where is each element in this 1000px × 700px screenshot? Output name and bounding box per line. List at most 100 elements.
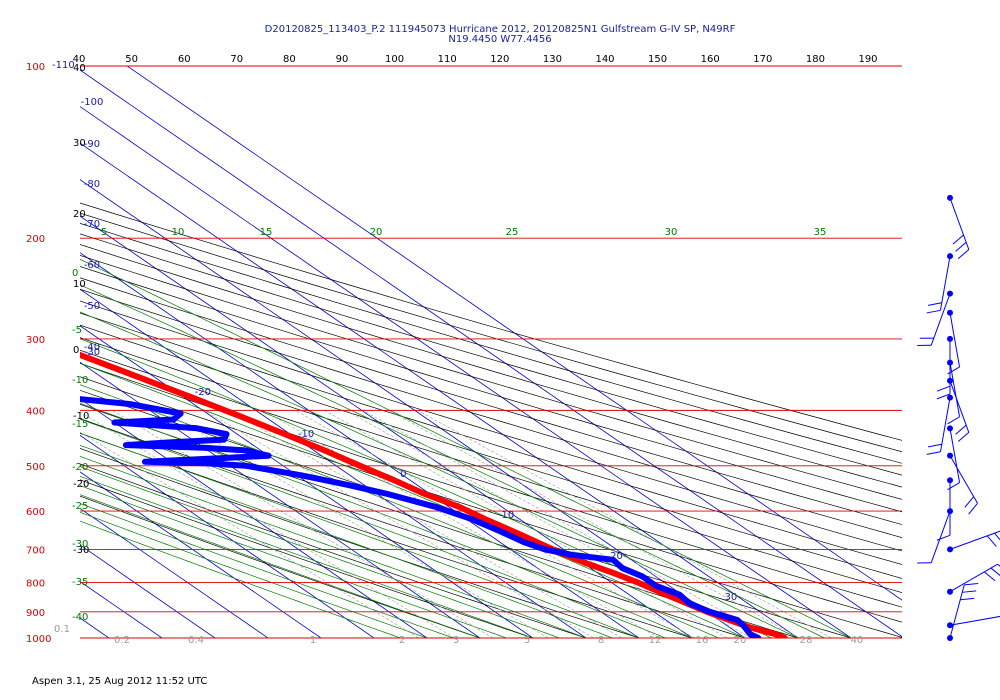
wind-barb-flag [947, 482, 960, 491]
dry-adiabat-line [80, 324, 902, 579]
wind-barb-flag [936, 393, 951, 400]
moist-adiabat-line [80, 362, 746, 638]
mixing-ratio-label: 0.1 [54, 624, 70, 635]
wind-barb-flag [962, 590, 977, 593]
moist-adiabat-line [80, 494, 481, 638]
wind-barb [947, 377, 970, 442]
mixing-ratio-line [262, 410, 659, 638]
wind-barb-flag [968, 502, 978, 515]
moist-adiabat-line [80, 475, 534, 638]
isotherm-label: 30 [724, 592, 737, 603]
isobar-label: 100 [26, 62, 45, 73]
wind-barb-flag [997, 563, 1000, 567]
wind-barb [947, 194, 970, 260]
dry-adiabat-line [80, 418, 746, 638]
isobar-label: 800 [26, 579, 45, 590]
top-temperature-tick: 160 [701, 54, 720, 65]
moist-adiabat-label: 25 [506, 227, 519, 238]
wind-barb [917, 508, 953, 564]
mixing-ratio-label: 2 [399, 635, 405, 646]
isotherm-line [80, 179, 746, 638]
isotherm-line [80, 507, 269, 638]
isotherm-label: -30 [84, 347, 100, 358]
wind-barb [936, 335, 953, 400]
dry-adiabat-line [80, 349, 902, 608]
wind-barb-flag [947, 366, 960, 375]
mixing-ratio-line [229, 410, 622, 638]
chart-title-line1: D20120825_113403_P.2 111945073 Hurricane… [264, 24, 736, 35]
wind-barb-flag [957, 249, 970, 260]
dry-adiabat-line [80, 448, 640, 638]
wind-barb-staff [949, 455, 978, 504]
left-dry-scale-label: 0 [73, 345, 79, 356]
left-moist-scale-label: -40 [72, 612, 88, 623]
mixing-ratio-label: 16 [696, 635, 709, 646]
mixing-ratio-label: 8 [598, 635, 604, 646]
moist-adiabat-line [80, 485, 507, 638]
wind-barb [947, 452, 978, 515]
isotherm-label: -50 [84, 301, 100, 312]
moist-adiabat-line [80, 402, 693, 638]
isotherm-line [80, 361, 481, 638]
left-dry-scale-label: 20 [73, 209, 86, 220]
wind-barb-staff [939, 397, 951, 452]
isobar-label: 1000 [26, 634, 51, 645]
dry-adiabat-line [80, 300, 902, 552]
top-temperature-tick: 80 [283, 54, 296, 65]
wind-barb-flag [990, 567, 1000, 577]
isotherm-line [80, 252, 640, 638]
moist-adiabat-line [80, 466, 560, 638]
wind-barb-staff [949, 530, 1000, 550]
left-dry-scale-label: -10 [73, 411, 89, 422]
moist-adiabat-line [80, 418, 666, 638]
dry-adiabat-line [80, 376, 902, 638]
left-moist-scale-label: -10 [72, 375, 88, 386]
mixing-ratio-line [203, 410, 594, 638]
isotherm-line [80, 69, 902, 638]
sounding-profiles [80, 351, 788, 638]
top-temperature-tick: 70 [230, 54, 243, 65]
isotherm-line [80, 325, 534, 638]
wind-barb [926, 253, 953, 314]
top-temperature-tick: 90 [336, 54, 349, 65]
top-temperature-tick: 180 [806, 54, 825, 65]
isotherm-label: 20 [610, 551, 623, 562]
isotherm-label: 0 [400, 469, 406, 480]
top-temperature-tick: 40 [73, 54, 86, 65]
chart-grid [80, 66, 902, 638]
isotherm-label: 10 [502, 510, 515, 521]
isotherm-label: -90 [84, 139, 100, 150]
mixing-ratio-label: 12 [649, 635, 662, 646]
top-temperature-tick: 170 [753, 54, 772, 65]
dry-adiabat-line [80, 495, 481, 638]
moist-adiabat-label: 30 [665, 227, 678, 238]
wind-barb-staff [949, 584, 965, 639]
wind-barb-staff [930, 293, 951, 346]
wind-barb-flag [926, 451, 941, 455]
moist-adiabat-line [80, 503, 454, 638]
mixing-ratio-label: 0.2 [114, 635, 130, 646]
mixing-ratio-line [324, 410, 728, 638]
top-temperature-tick: 130 [543, 54, 562, 65]
dry-adiabat-line [80, 432, 693, 638]
top-temperature-tick: 50 [125, 54, 138, 65]
isotherm-label: -100 [81, 97, 104, 108]
dry-adiabat-line [80, 255, 902, 500]
wind-barb-staff [949, 362, 961, 417]
dry-adiabat-line [80, 463, 587, 638]
moist-adiabat-line [80, 284, 825, 638]
isotherm-line [80, 215, 693, 638]
wind-barb-flag [947, 416, 960, 425]
wind-barb-flag [986, 535, 997, 547]
left-dry-scale-label: -30 [73, 545, 89, 556]
wind-barb [947, 359, 961, 425]
top-temperature-tick: 120 [490, 54, 509, 65]
moist-adiabat-label: 5 [101, 227, 107, 238]
moist-adiabat-line [80, 338, 772, 638]
left-dry-scale-label: 40 [73, 63, 86, 74]
wind-barb-flag [952, 234, 964, 245]
moist-adiabat-line [80, 520, 401, 638]
dry-adiabat-line [80, 277, 902, 525]
